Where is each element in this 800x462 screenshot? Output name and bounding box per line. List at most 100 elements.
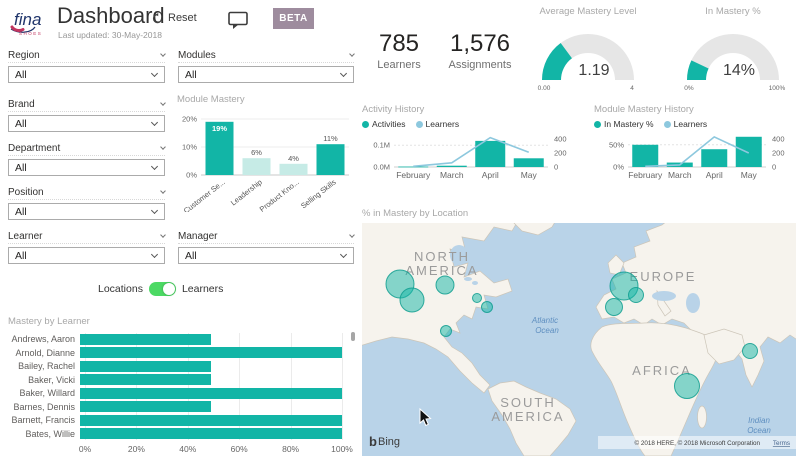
mastery-by-learner-chart[interactable]: Mastery by Learner Andrews, Aaron Arnold,…: [8, 316, 355, 460]
filter-position-dropdown[interactable]: All: [8, 203, 165, 220]
last-updated-text: Last updated: 30-May-2018: [58, 30, 162, 40]
svg-text:SHOES: SHOES: [19, 31, 42, 36]
reset-button[interactable]: Reset: [152, 12, 197, 24]
activity-history-chart[interactable]: Activity History Activities Learners 0.0…: [362, 104, 588, 192]
map-label: Ocean: [535, 326, 559, 335]
filter-brand-label: Brand: [8, 98, 35, 110]
filter-modules-dropdown[interactable]: All: [178, 66, 354, 83]
x-axis: 0% 20% 40% 60% 80% 100%: [79, 444, 353, 456]
map-label: AMERICA: [405, 263, 478, 278]
learner-bar[interactable]: [80, 333, 211, 345]
avg-mastery-gauge[interactable]: Average Mastery Level 1.19 0.00 4: [527, 6, 649, 99]
logo-brand-text: fina: [14, 10, 41, 29]
learner-bar-row[interactable]: Bates, Willie: [8, 428, 355, 440]
svg-text:March: March: [440, 170, 464, 180]
svg-text:4%: 4%: [288, 154, 299, 163]
learner-bar-row[interactable]: Andrews, Aaron: [8, 333, 355, 345]
svg-text:20%: 20%: [182, 115, 197, 124]
module-mastery-history-plot[interactable]: 0% 50% 0 200 400 February March April May: [594, 129, 800, 187]
learners-legend-dot: [415, 120, 423, 128]
map-bubble[interactable]: [481, 301, 493, 313]
scrollbar-thumb[interactable]: [351, 332, 355, 341]
gauge-arc: 14% 0% 100%: [684, 34, 786, 92]
learner-bar[interactable]: [80, 347, 342, 359]
activity-history-plot[interactable]: 0.0M 0.1M 0 200 400 February March April May: [362, 129, 588, 187]
chart-title: Activity History: [362, 104, 425, 115]
map-bubble[interactable]: [742, 343, 758, 359]
learner-bar-row[interactable]: Barnett, Francis: [8, 414, 355, 426]
map-bubble[interactable]: [399, 287, 425, 313]
x-tick: 0%: [78, 444, 92, 454]
locations-learners-toggle[interactable]: [148, 282, 176, 296]
comment-icon[interactable]: [227, 10, 250, 30]
kpi-learners-value: 785: [378, 30, 420, 57]
learner-bar[interactable]: [80, 374, 211, 386]
in-mastery-gauge[interactable]: In Mastery % 14% 0% 100%: [672, 6, 794, 99]
learner-bar[interactable]: [80, 360, 211, 372]
kpi-assignments-value: 1,576: [449, 30, 511, 57]
filter-learner-dropdown[interactable]: All: [8, 247, 165, 264]
svg-text:19%: 19%: [212, 124, 227, 133]
kpi-assignments-label: Assignments: [448, 59, 512, 71]
kpi-learners-label: Learners: [377, 59, 421, 71]
filter-department-dropdown[interactable]: All: [8, 159, 165, 176]
svg-text:0%: 0%: [186, 171, 197, 180]
reset-label: Reset: [168, 12, 197, 24]
map-bubble[interactable]: [628, 287, 644, 303]
chart-title: In Mastery %: [705, 6, 761, 17]
map-attribution: © 2018 HERE, © 2018 Microsoft Corporatio…: [635, 439, 761, 447]
svg-text:May: May: [521, 170, 538, 180]
filter-modules: Modules All: [178, 50, 355, 83]
fina-logo: fina SHOES: [10, 10, 42, 36]
kpi-assignments: 1,576 Assignments: [442, 30, 518, 71]
filter-region-dropdown[interactable]: All: [8, 66, 165, 83]
module-mastery-chart[interactable]: Module Mastery 0% 10% 20% 19% Customer Se...…: [177, 94, 355, 215]
learner-bar-row[interactable]: Baker, Willard: [8, 387, 355, 399]
svg-text:0: 0: [772, 163, 776, 172]
learners-legend-dot: [663, 120, 671, 128]
learner-bar-row[interactable]: Bailey, Rachel: [8, 360, 355, 372]
chart-title: Module Mastery History: [594, 104, 694, 115]
svg-text:0%: 0%: [684, 85, 694, 92]
map-bubble[interactable]: [440, 325, 452, 337]
filter-brand-dropdown[interactable]: All: [8, 115, 165, 132]
svg-text:Customer Se...: Customer Se...: [182, 177, 227, 212]
chevron-down-icon[interactable]: [160, 231, 166, 238]
learner-bar-row[interactable]: Baker, Vicki: [8, 374, 355, 386]
svg-text:0.1M: 0.1M: [373, 141, 390, 150]
learner-name: Arnold, Dianne: [15, 347, 75, 358]
learner-name: Baker, Vicki: [28, 374, 75, 385]
map-bubble[interactable]: [674, 373, 700, 399]
chevron-down-icon[interactable]: [160, 187, 166, 194]
svg-text:1.19: 1.19: [578, 62, 609, 79]
chevron-down-icon[interactable]: [349, 50, 355, 57]
map-bubble[interactable]: [472, 293, 482, 303]
filter-learner: Learner All: [8, 231, 166, 264]
map-bubble[interactable]: [605, 298, 623, 316]
learner-bar[interactable]: [80, 401, 211, 413]
learner-bar-row[interactable]: Barnes, Dennis: [8, 401, 355, 413]
chevron-down-icon[interactable]: [160, 99, 166, 106]
learner-bar[interactable]: [80, 414, 342, 426]
filter-region: Region All: [8, 50, 166, 83]
kpi-learners: 785 Learners: [368, 30, 430, 71]
terms-link[interactable]: Terms: [773, 440, 790, 447]
legend: In Mastery % Learners: [594, 119, 800, 129]
chevron-down-icon[interactable]: [160, 143, 166, 150]
filter-department: Department All: [8, 142, 166, 176]
module-mastery-history-chart[interactable]: Module Mastery History In Mastery % Lear…: [594, 104, 800, 192]
chevron-down-icon[interactable]: [160, 50, 166, 57]
x-tick: 80%: [282, 444, 300, 454]
filter-department-label: Department: [8, 142, 61, 154]
learner-bar-row[interactable]: Arnold, Dianne: [8, 347, 355, 359]
page-title: Dashboard: [57, 3, 165, 28]
map-bubble[interactable]: [435, 275, 455, 295]
module-mastery-plot[interactable]: 0% 10% 20% 19% Customer Se... 6% Leadership 4% P…: [177, 105, 355, 215]
learner-bar[interactable]: [80, 428, 342, 440]
learner-bar[interactable]: [80, 387, 342, 399]
svg-text:400: 400: [554, 135, 567, 144]
chevron-down-icon[interactable]: [349, 231, 355, 238]
filter-manager-dropdown[interactable]: All: [178, 247, 354, 264]
chevron-down-icon: [150, 162, 159, 170]
